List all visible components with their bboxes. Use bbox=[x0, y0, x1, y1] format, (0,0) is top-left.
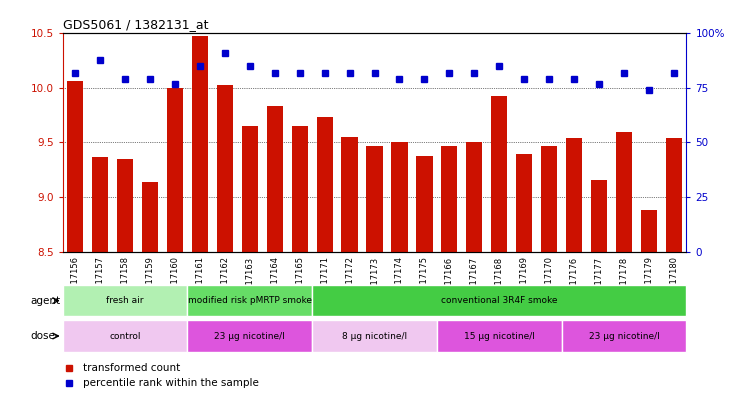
Text: 8 μg nicotine/l: 8 μg nicotine/l bbox=[342, 332, 407, 340]
Text: 15 μg nicotine/l: 15 μg nicotine/l bbox=[463, 332, 535, 340]
Bar bbox=[516, 154, 532, 252]
Bar bbox=[187, 285, 312, 316]
Bar bbox=[266, 107, 283, 252]
Bar bbox=[312, 285, 686, 316]
Bar bbox=[117, 159, 133, 252]
Text: fresh air: fresh air bbox=[106, 296, 144, 305]
Text: modified risk pMRTP smoke: modified risk pMRTP smoke bbox=[187, 296, 312, 305]
Bar bbox=[242, 126, 258, 252]
Bar bbox=[217, 84, 233, 252]
Bar bbox=[541, 146, 557, 252]
Bar bbox=[192, 36, 208, 252]
Text: transformed count: transformed count bbox=[83, 362, 180, 373]
Bar bbox=[437, 320, 562, 352]
Bar bbox=[616, 132, 632, 252]
Bar bbox=[562, 320, 686, 352]
Bar bbox=[641, 210, 657, 252]
Bar bbox=[591, 180, 607, 252]
Text: GDS5061 / 1382131_at: GDS5061 / 1382131_at bbox=[63, 18, 208, 31]
Bar bbox=[67, 81, 83, 252]
Text: conventional 3R4F smoke: conventional 3R4F smoke bbox=[441, 296, 557, 305]
Bar bbox=[142, 182, 158, 252]
Text: control: control bbox=[109, 332, 141, 340]
Bar bbox=[167, 88, 183, 252]
Text: percentile rank within the sample: percentile rank within the sample bbox=[83, 378, 258, 388]
Bar bbox=[566, 138, 582, 252]
Bar bbox=[92, 157, 108, 252]
Text: 23 μg nicotine/l: 23 μg nicotine/l bbox=[589, 332, 659, 340]
Bar bbox=[312, 320, 437, 352]
Bar bbox=[187, 320, 312, 352]
Bar bbox=[63, 320, 187, 352]
Bar bbox=[441, 146, 458, 252]
Bar bbox=[391, 142, 407, 252]
Bar bbox=[666, 138, 682, 252]
Bar bbox=[342, 137, 358, 252]
Text: dose: dose bbox=[30, 331, 55, 341]
Text: agent: agent bbox=[30, 296, 61, 306]
Text: 23 μg nicotine/l: 23 μg nicotine/l bbox=[215, 332, 285, 340]
Bar bbox=[317, 118, 333, 252]
Bar bbox=[367, 146, 382, 252]
Bar bbox=[292, 126, 308, 252]
Bar bbox=[416, 156, 432, 252]
Bar bbox=[492, 95, 507, 252]
Bar bbox=[466, 142, 483, 252]
Bar bbox=[63, 285, 187, 316]
